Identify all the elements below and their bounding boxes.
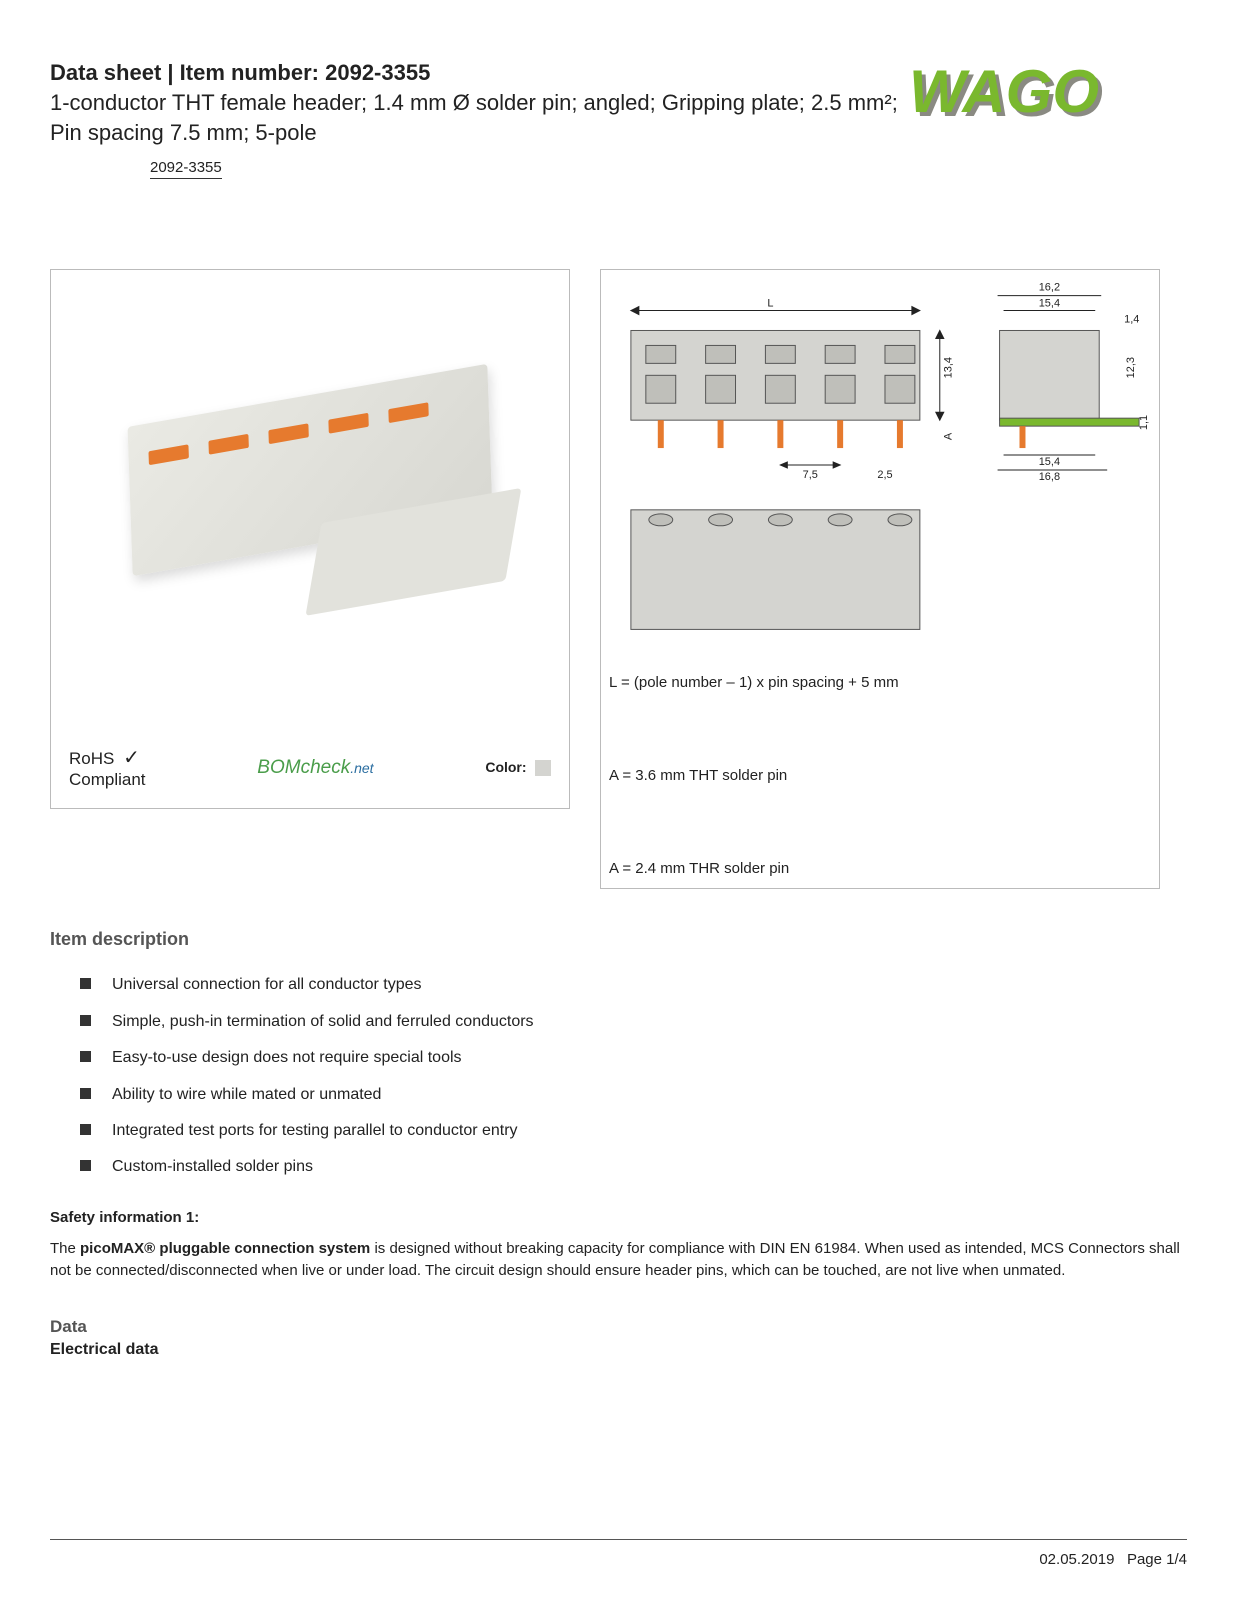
formula-L: L = (pole number – 1) x pin spacing + 5 … [609,674,1151,691]
item-number-link[interactable]: 2092-3355 [150,159,222,179]
item-description-list: Universal connection for all conductor t… [50,974,1187,1178]
list-item: Easy-to-use design does not require spec… [80,1047,1187,1069]
formula-block: L = (pole number – 1) x pin spacing + 5 … [601,660,1159,881]
list-item: Universal connection for all conductor t… [80,974,1187,996]
dim-top-inner: 15,4 [1039,298,1060,310]
connector-lever [208,434,248,455]
dim-L: L [767,298,773,310]
connector-body [127,364,492,576]
rohs-text: RoHS [69,749,114,768]
dim-top-offset: 1,4 [1124,314,1139,326]
dim-bot-inner: 15,4 [1039,456,1060,468]
formula-A-tht: A = 3.6 mm THT solder pin [609,767,1151,784]
datasheet-label: Data sheet | Item number: 2092-3355 [50,60,907,86]
bomcheck-text: BOMcheck [257,757,350,778]
safety-heading: Safety information 1: [50,1209,1187,1226]
safety-bold: picoMAX® pluggable connection system [80,1240,370,1257]
bomcheck-logo: BOMcheck.net [257,757,373,779]
top-view [631,510,920,630]
product-render [51,270,569,670]
technical-drawing: L 7,5 2,5 13,4 A [601,270,1159,660]
dim-pcb: 1,1 [1138,415,1150,430]
logo-text: WAGO [909,60,1099,125]
dim-side-height: 12,3 [1125,357,1137,378]
page-footer: 02.05.2019 Page 1/4 [1039,1551,1187,1568]
check-icon: ✓ [123,747,140,769]
dim-A: A [943,432,955,440]
electrical-data-heading: Electrical data [50,1341,1187,1359]
list-item: Custom-installed solder pins [80,1156,1187,1178]
list-item: Ability to wire while mated or unmated [80,1084,1187,1106]
front-view: L 7,5 2,5 13,4 A [631,298,955,481]
product-image-box: RoHS ✓ Compliant BOMcheck.net Color: [50,269,570,809]
bomcheck-net: .net [350,760,373,776]
connector-lever [388,403,428,424]
list-item: Integrated test ports for testing parall… [80,1120,1187,1142]
item-description-heading: Item description [50,929,1187,950]
rohs-compliant-badge: RoHS ✓ Compliant [69,746,146,790]
connector-lever [148,445,188,466]
safety-prefix: The [50,1240,80,1257]
data-heading: Data [50,1317,1187,1337]
connector-lever [328,413,368,434]
connector-lever [268,424,308,445]
rohs-compliant-text: Compliant [69,770,146,789]
safety-text: The picoMAX® pluggable connection system… [50,1238,1187,1283]
footer-rule [50,1539,1187,1540]
dim-top-outer: 16,2 [1039,282,1060,294]
technical-drawing-box: L 7,5 2,5 13,4 A [600,269,1160,889]
dim-pinoffset: 2,5 [877,469,892,481]
compliance-row: RoHS ✓ Compliant BOMcheck.net Color: [51,746,569,808]
side-view: 16,2 15,4 1,4 12,3 1,1 15,4 16,8 [998,282,1150,483]
datasheet-title: 1-conductor THT female header; 1.4 mm Ø … [50,88,907,147]
wago-logo: WAGO WAGO [907,60,1187,135]
color-swatch [535,760,551,776]
color-indicator: Color: [485,759,551,777]
list-item: Simple, push-in termination of solid and… [80,1011,1187,1033]
formula-A-thr: A = 2.4 mm THR solder pin [609,860,1151,877]
footer-date: 02.05.2019 [1039,1551,1114,1568]
footer-page: Page 1/4 [1127,1551,1187,1568]
gripping-plate [306,488,522,616]
dim-pinspacing: 7,5 [803,469,818,481]
dim-bot-outer: 16,8 [1039,471,1060,483]
page-header: Data sheet | Item number: 2092-3355 1-co… [50,60,1187,179]
header-text-block: Data sheet | Item number: 2092-3355 1-co… [50,60,907,179]
dim-height: 13,4 [943,357,955,378]
images-row: RoHS ✓ Compliant BOMcheck.net Color: [50,269,1187,889]
color-label: Color: [485,759,526,775]
